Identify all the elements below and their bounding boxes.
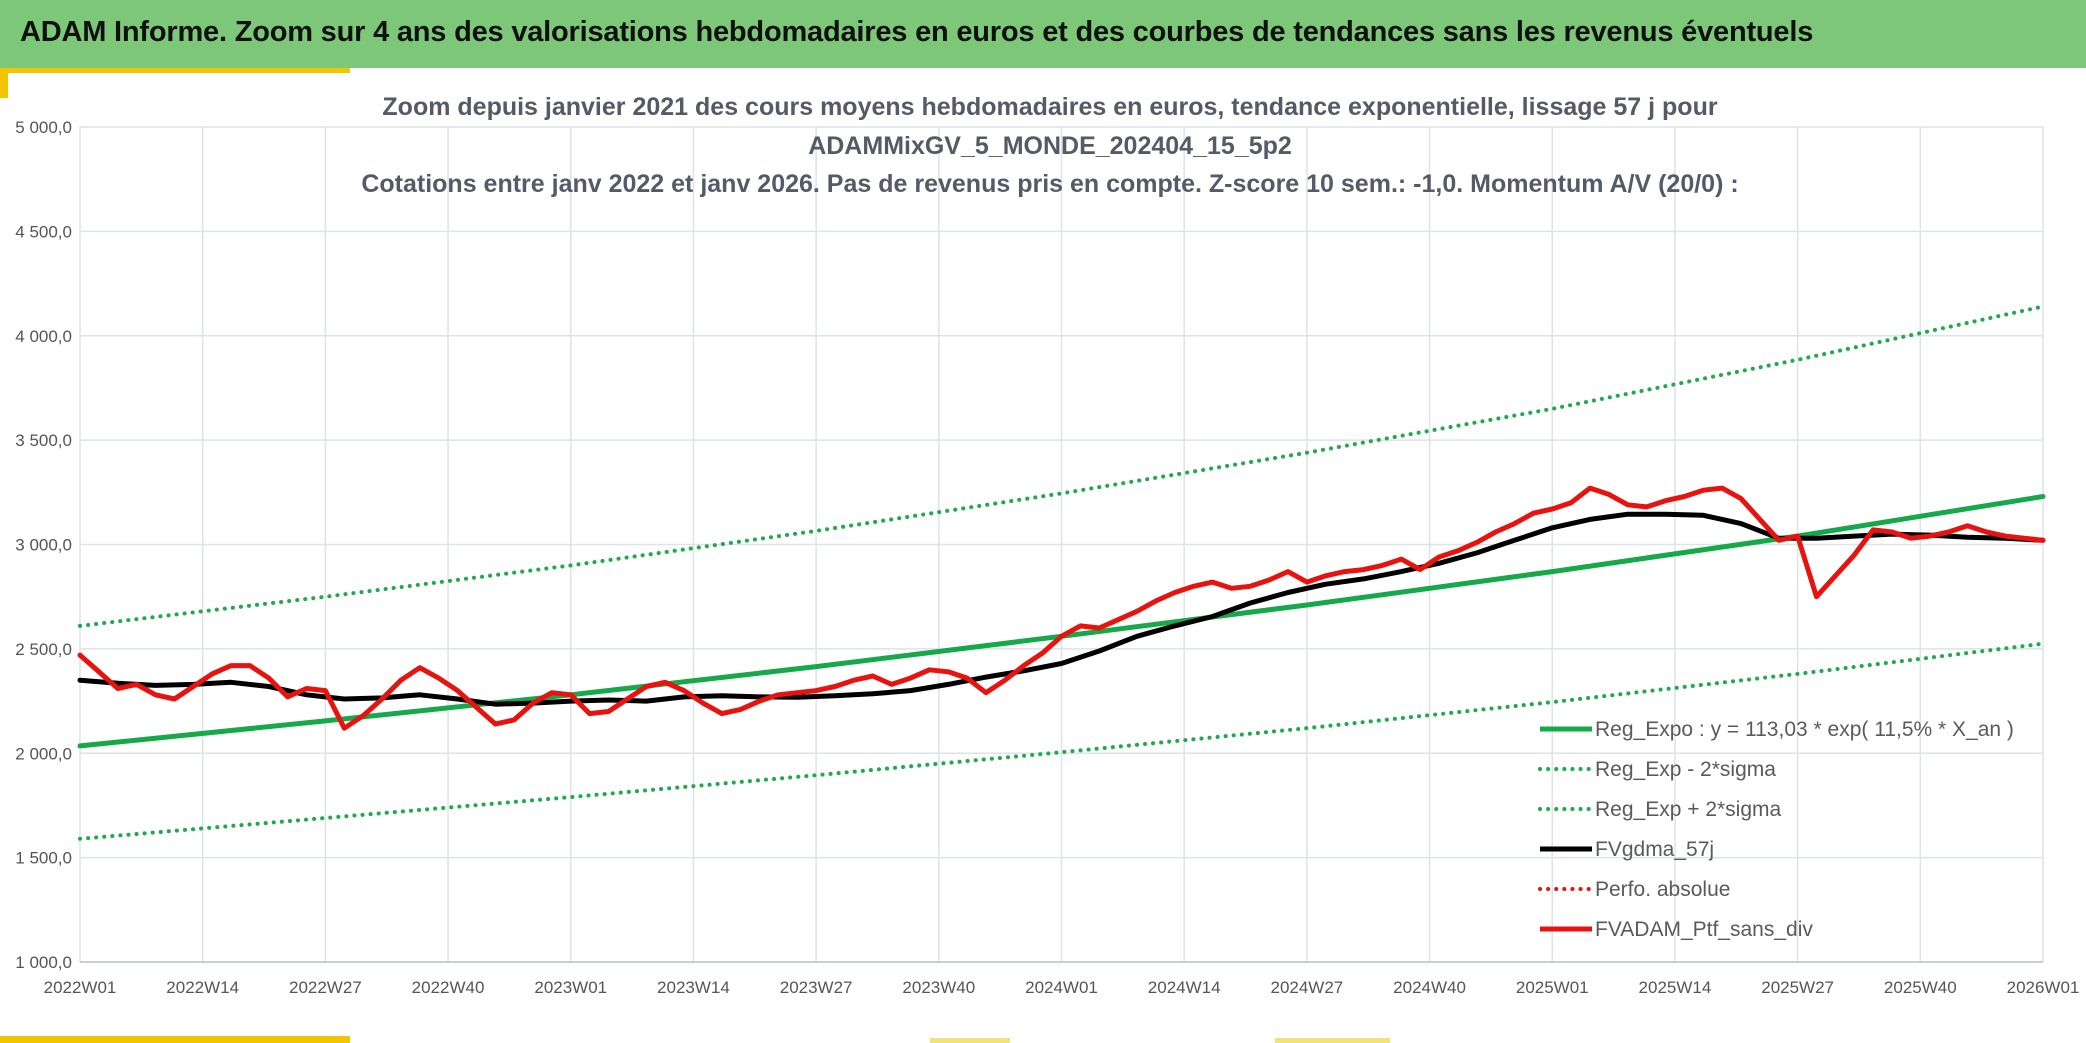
page-title: ADAM Informe. Zoom sur 4 ans des valoris… [20, 16, 1814, 48]
legend-entry: Perfo. absolue [1595, 878, 1730, 901]
x-tick-label: 2022W27 [289, 978, 362, 997]
chart-grid [79, 126, 2044, 963]
accent-bar-bottom [0, 1036, 350, 1043]
y-tick-label: 5 000,0 [15, 118, 72, 137]
series-line-fvadam-ptf-sans-div [77, 485, 2046, 731]
y-tick-label: 4 500,0 [15, 222, 72, 241]
x-axis: 2022W01 2022W14 2022W27 2022W40 2023W01 2023W… [44, 978, 2080, 997]
x-tick-label: 2022W40 [412, 978, 485, 997]
chart-title-line-1: Zoom depuis janvier 2021 des cours moyen… [382, 93, 1717, 121]
legend-entry: Reg_Expo : y = 113,03 * exp( 11,5% * X_a… [1595, 718, 2014, 741]
x-tick-label: 2023W14 [657, 978, 730, 997]
x-tick-label: 2023W27 [780, 978, 853, 997]
x-tick-label: 2024W40 [1393, 978, 1466, 997]
y-tick-label: 1 500,0 [15, 849, 72, 868]
accent-bar-bottom-right [1275, 1038, 1390, 1043]
accent-bar-left [0, 68, 8, 98]
y-tick-label: 4 000,0 [15, 327, 72, 346]
chart-series [77, 304, 2046, 841]
x-tick-label: 2022W14 [166, 978, 239, 997]
chart-legend: Reg_Expo : y = 113,03 * exp( 11,5% * X_a… [1538, 718, 2014, 941]
x-tick-label: 2023W01 [534, 978, 607, 997]
y-tick-label: 3 500,0 [15, 431, 72, 450]
series-line-fvgdma-57j [77, 511, 2046, 707]
x-tick-label: 2025W14 [1639, 978, 1712, 997]
legend-entry: FVgdma_57j [1595, 838, 1714, 861]
y-axis: 1 000,0 1 500,0 2 000,0 2 500,0 3 000,0 3 500… [15, 118, 72, 972]
legend-entry: FVADAM_Ptf_sans_div [1595, 918, 1813, 941]
legend-entry: Reg_Exp + 2*sigma [1595, 798, 1782, 821]
chart-title-line-3: Cotations entre janv 2022 et janv 2026. … [361, 170, 1738, 198]
accent-bar-top [0, 68, 350, 73]
series-line-reg-exp-2-sigma [78, 641, 2045, 841]
x-tick-label: 2024W01 [1025, 978, 1098, 997]
y-tick-label: 1 000,0 [15, 953, 72, 972]
y-tick-label: 3 000,0 [15, 536, 72, 555]
y-tick-label: 2 000,0 [15, 744, 72, 763]
accent-bar-bottom-mid [930, 1038, 1010, 1043]
chart-title-line-2: ADAMMixGV_5_MONDE_202404_15_5p2 [808, 132, 1292, 160]
x-tick-label: 2024W14 [1148, 978, 1221, 997]
x-tick-label: 2025W27 [1761, 978, 1834, 997]
chart-title: Zoom depuis janvier 2021 des cours moyen… [361, 93, 1738, 198]
x-tick-label: 2025W01 [1516, 978, 1589, 997]
header-banner: ADAM Informe. Zoom sur 4 ans des valoris… [0, 0, 2086, 68]
x-tick-label: 2024W27 [1270, 978, 1343, 997]
x-tick-label: 2025W40 [1884, 978, 1957, 997]
legend-entry: Reg_Exp - 2*sigma [1595, 758, 1776, 781]
x-tick-label: 2022W01 [44, 978, 117, 997]
y-tick-label: 2 500,0 [15, 640, 72, 659]
x-tick-label: 2023W40 [902, 978, 975, 997]
trend-chart: Zoom depuis janvier 2021 des cours moyen… [15, 93, 2080, 997]
x-tick-label: 2026W01 [2007, 978, 2080, 997]
